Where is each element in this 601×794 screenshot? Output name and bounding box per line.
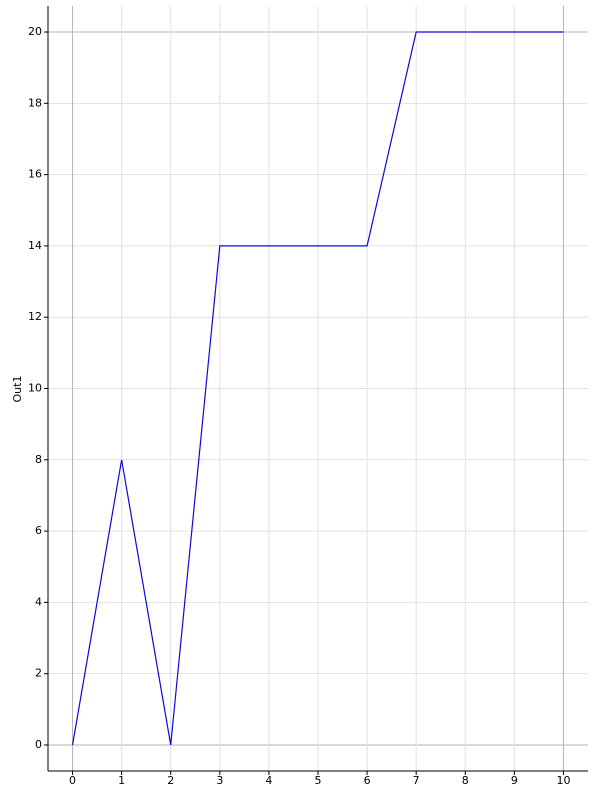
x-tick-label: 7 [413,774,420,787]
y-tick-label: 2 [35,667,42,680]
x-tick-label: 8 [462,774,469,787]
x-tick-label: 6 [364,774,371,787]
x-tick-label: 10 [556,774,570,787]
y-tick-label: 20 [28,25,42,38]
y-tick-label: 10 [28,382,42,395]
y-tick-label: 8 [35,453,42,466]
y-tick-label: 0 [35,738,42,751]
y-tick-label: 18 [28,96,42,109]
x-tick-label: 1 [118,774,125,787]
y-tick-label: 14 [28,239,42,252]
data-line [71,31,564,746]
x-tick-label: 2 [167,774,174,787]
x-tick-label: 3 [216,774,223,787]
y-tick-label: 16 [28,168,42,181]
x-tick-label: 4 [265,774,272,787]
y-tick-label: 12 [28,310,42,323]
y-axis-label: Out1 [11,376,24,403]
x-tick-label: 5 [315,774,322,787]
y-tick-label: 4 [35,595,42,608]
y-tick-label: 6 [35,524,42,537]
x-tick-label: 0 [69,774,76,787]
x-tick-label: 9 [511,774,518,787]
